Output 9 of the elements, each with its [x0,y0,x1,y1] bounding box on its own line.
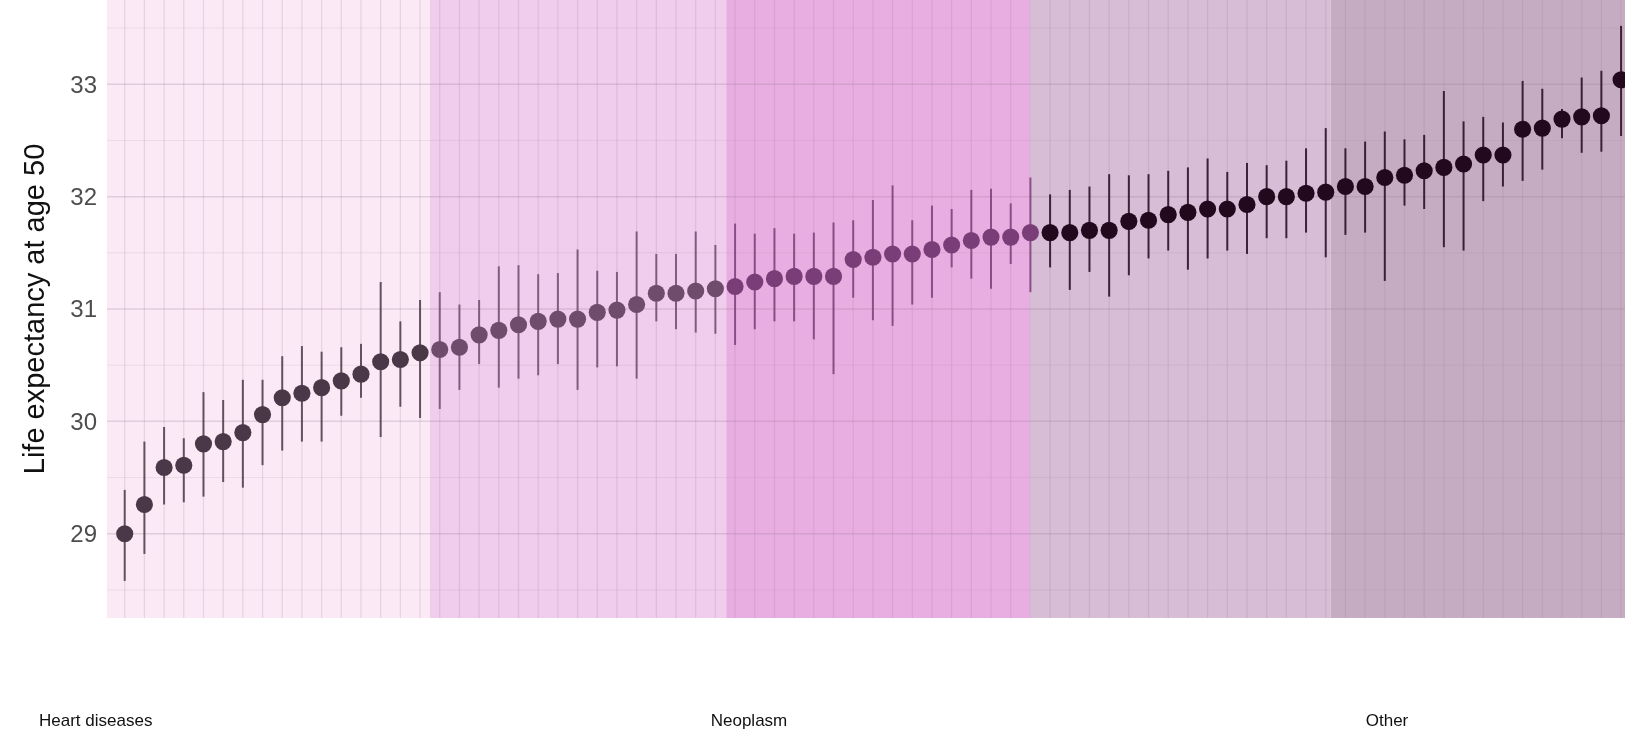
text: Heart diseases [39,711,153,730]
y-tick-label: 29 [70,520,97,548]
text: Other [1365,711,1409,730]
y-tick-label: 33 [70,70,97,98]
y-tick-label: 30 [70,407,97,435]
y-axis-title: Life expectancy at age 50 [18,143,50,475]
y-tick-label: 32 [70,183,97,211]
text: Neoplasm [710,711,788,730]
y-tick-label: 31 [70,295,97,323]
